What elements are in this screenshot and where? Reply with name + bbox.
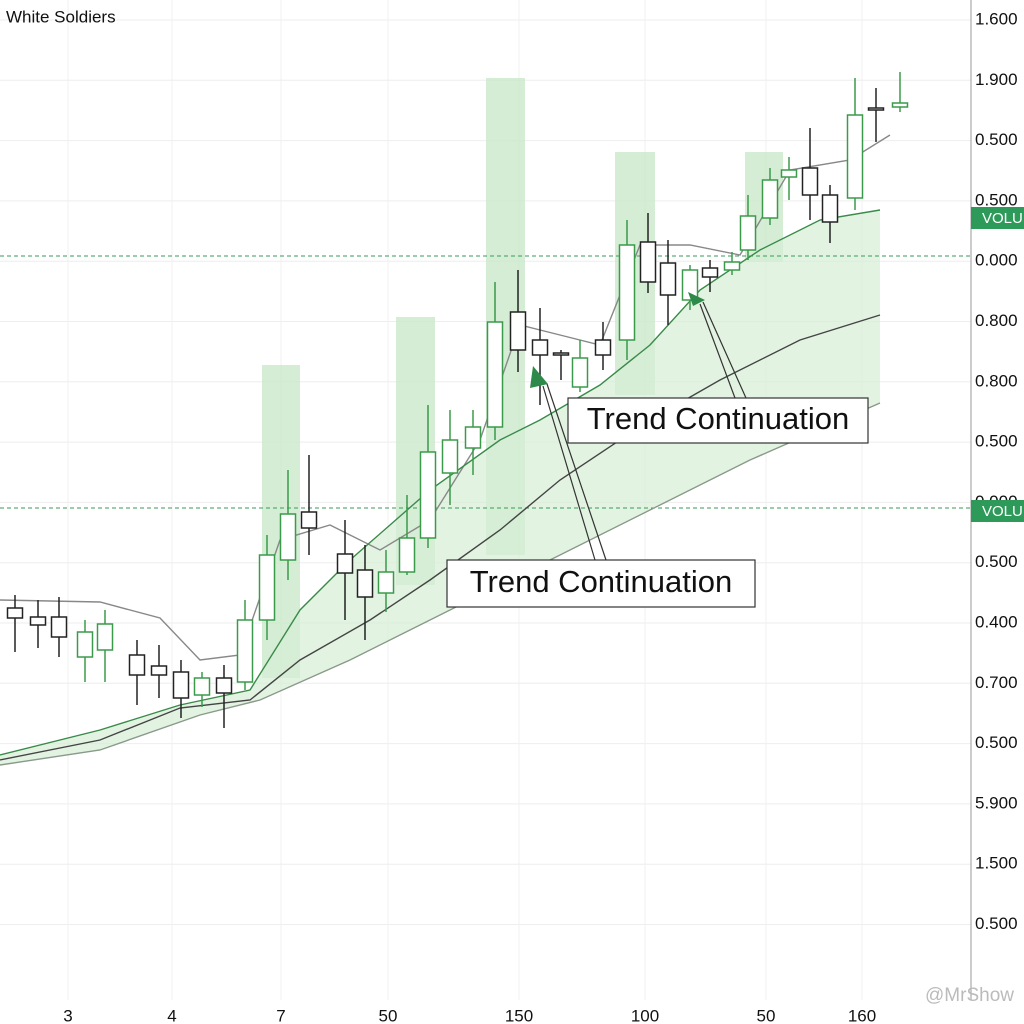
- candle-body: [150, 665, 168, 676]
- candle-body: [701, 267, 719, 278]
- candle-body: [258, 554, 276, 621]
- y-axis-label: 0.500: [975, 552, 1018, 571]
- candle-body: [464, 426, 482, 449]
- candle-body: [723, 261, 741, 271]
- x-axis-label: 7: [276, 1006, 285, 1024]
- candle-body: [215, 677, 233, 694]
- callout-box: [446, 559, 756, 608]
- candle-body: [846, 114, 864, 199]
- candle-body: [300, 511, 318, 529]
- candle-body: [398, 537, 416, 573]
- price-tag: [971, 500, 1024, 522]
- y-axis-label: 0.400: [975, 612, 1018, 631]
- candle-body: [594, 339, 612, 356]
- candle-body: [128, 654, 146, 676]
- y-axis-label: 0.500: [975, 190, 1018, 209]
- callout: Trend Continuation: [567, 292, 869, 444]
- callout-box: [567, 397, 869, 444]
- candle-body: [6, 607, 24, 619]
- arrow: [699, 303, 736, 399]
- x-axis-label: 100: [631, 1006, 659, 1024]
- annotation: Trend Continuation: [587, 401, 850, 436]
- y-axis-label: 0.500: [975, 914, 1018, 933]
- candle-body: [96, 623, 114, 651]
- x-axis-label: 4: [167, 1006, 176, 1024]
- band: [0, 210, 880, 765]
- moving-average: [0, 402, 881, 766]
- arrow: [546, 383, 607, 561]
- x-axis-label: 160: [848, 1006, 876, 1024]
- candle-body: [571, 357, 589, 388]
- y-axis-label: 1.600: [975, 9, 1018, 28]
- candle-body: [29, 616, 47, 626]
- y-axis-label: 0.500: [975, 733, 1018, 752]
- candle-body: [801, 167, 819, 196]
- price-tag: [971, 207, 1024, 229]
- annotation: Trend Continuation: [470, 564, 733, 599]
- candle-body: [336, 553, 354, 574]
- candle-body: [50, 616, 68, 638]
- y-axis-label: 0.800: [975, 311, 1018, 330]
- candle-body: [867, 107, 885, 111]
- candle-body: [639, 241, 657, 283]
- candle-body: [509, 311, 527, 351]
- candle-body: [279, 513, 297, 561]
- y-axis-label: 5.900: [975, 793, 1018, 812]
- price-tag-label: VOLU: [982, 503, 1023, 520]
- y-axis-label: 0.500: [975, 130, 1018, 149]
- y-axis-label: 1.900: [975, 70, 1018, 89]
- y-axis-label: 1.500: [975, 854, 1018, 873]
- candle-body: [780, 169, 798, 178]
- moving-average: [0, 314, 881, 761]
- chart-title: White Soldiers: [6, 7, 116, 26]
- candle-body: [441, 439, 459, 474]
- candle-body: [821, 194, 839, 223]
- candle-body: [172, 671, 190, 699]
- candle-body: [531, 339, 549, 356]
- candle-body: [681, 269, 699, 301]
- callout: Trend Continuation: [446, 366, 756, 608]
- plot: [0, 72, 971, 766]
- y-axis-label: 0.500: [975, 432, 1018, 451]
- x-axis-label: 50: [757, 1006, 776, 1024]
- candle-body: [193, 677, 211, 696]
- x-axis-label: 3: [63, 1006, 72, 1024]
- candle-body: [891, 102, 909, 108]
- candle-body: [552, 352, 570, 356]
- candle-body: [739, 215, 757, 251]
- x-axis-label: 50: [379, 1006, 398, 1024]
- candle-body: [76, 631, 94, 658]
- candle-body: [761, 179, 779, 219]
- arrow-head: [688, 292, 705, 306]
- candle-body: [377, 571, 395, 594]
- candle-body: [419, 451, 437, 539]
- price-tag-label: VOLU: [982, 210, 1023, 227]
- candle-body: [659, 262, 677, 296]
- candle-body: [486, 321, 504, 428]
- y-axis-label: 0.000: [975, 251, 1018, 270]
- candle-body: [356, 569, 374, 598]
- y-axis-label: 0.700: [975, 673, 1018, 692]
- arrow: [702, 301, 747, 399]
- y-axis-label: 0.800: [975, 371, 1018, 390]
- arrow: [542, 385, 596, 561]
- x-axis-label: 150: [505, 1006, 533, 1024]
- candle-body: [618, 244, 636, 341]
- arrow-head: [530, 366, 548, 388]
- candle-body: [236, 619, 254, 683]
- watermark: @MrShow: [925, 985, 1014, 1006]
